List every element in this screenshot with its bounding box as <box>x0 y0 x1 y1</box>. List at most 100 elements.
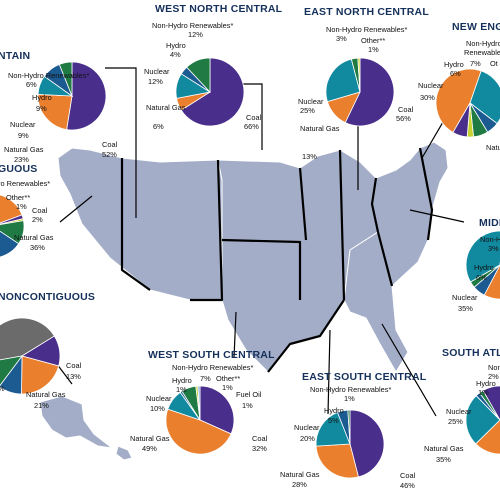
wsc-value-renewables: 7% <box>200 374 211 383</box>
esc-value-renewables: 1% <box>344 394 355 403</box>
title-east-south-central: EAST SOUTH CENTRAL <box>302 371 427 383</box>
hawaii <box>115 445 133 461</box>
sa-label-hydro: Hydro <box>476 379 496 388</box>
sa-value-gas: 35% <box>436 455 451 464</box>
esc-value-nuclear: 20% <box>300 434 315 443</box>
esc-value-hydro: 5% <box>328 416 339 425</box>
pie-slice-west-south-central-6 <box>197 385 201 421</box>
ne-value-hydro: 6% <box>450 69 461 78</box>
esc-value-coal: 46% <box>400 481 415 490</box>
pie-slice-east-south-central-1 <box>315 443 359 479</box>
enc-label-gas: Natural Gas <box>300 124 340 133</box>
wnc-value-gas: 6% <box>153 122 164 131</box>
pc-label-other: Other** <box>6 193 30 202</box>
enc-value-nuclear: 25% <box>300 106 315 115</box>
title-new-england: NEW ENGLA <box>452 21 500 33</box>
enc-label-coal: Coal <box>398 105 414 114</box>
pie-slice-mountain-4 <box>58 61 73 97</box>
esc-label-nuclear: Nuclear <box>294 423 320 432</box>
wsc-label-hydro: Hydro <box>172 376 192 385</box>
pie-slice-west-north-central-4 <box>186 57 211 94</box>
ma-label-hydro: Hydro <box>474 263 494 272</box>
mtn-value-nuclear: 9% <box>18 131 29 140</box>
pie-slice-south-atlantic-0 <box>482 385 500 421</box>
pie-slice-pacific-contiguous-4 <box>0 230 20 258</box>
ne-label-gas: Natur <box>486 143 500 152</box>
pie-slice-south-atlantic-4 <box>478 390 500 421</box>
pie-charts <box>0 57 500 479</box>
enc-label-renewables: Non-Hydro Renewables* <box>326 25 407 34</box>
ma-label-nuclear: Nuclear <box>452 293 478 302</box>
pie-slice-east-north-central-4 <box>357 57 361 93</box>
pc-label-renewables: ro Renewables* <box>0 179 50 188</box>
pie-slice-east-north-central-2 <box>325 58 361 103</box>
wsc-value-hydro: 1% <box>176 385 187 394</box>
enc-label-nuclear: Nuclear <box>298 97 324 106</box>
pie-slice-west-south-central-1 <box>165 408 232 455</box>
pie-slice-middle-atlantic-2 <box>483 264 500 300</box>
pie-slice-pacific-noncontiguous-4 <box>0 355 23 387</box>
wsc-value-other: 1% <box>222 383 233 392</box>
title-mountain: NTAIN <box>0 50 30 62</box>
pn-label-coal: Coal <box>66 361 82 370</box>
pn-label-gas: Natural Gas <box>26 390 66 399</box>
wsc-value-nuclear: 10% <box>150 404 165 413</box>
esc-value-gas: 28% <box>292 480 307 489</box>
pie-slice-middle-atlantic-4 <box>470 264 500 288</box>
pie-slice-new-england-0 <box>435 68 482 133</box>
pie-slice-east-north-central-0 <box>344 57 395 127</box>
ma-label-renewables: Non-H <box>480 235 500 244</box>
leader-lines <box>43 67 465 417</box>
pie-slice-east-south-central-4 <box>347 409 351 445</box>
sa-value-hydro: 1% <box>478 388 489 397</box>
ne-value-nuclear: 30% <box>420 93 435 102</box>
enc-label-other: Other** <box>361 36 385 45</box>
pc-value-coal: 2% <box>32 215 43 224</box>
enc-value-coal: 56% <box>396 114 411 123</box>
sa-value-nuclear: 25% <box>448 417 463 426</box>
pn-label-partial: % <box>0 384 5 393</box>
title-west-south-central: WEST SOUTH CENTRAL <box>148 349 275 361</box>
pie-slice-new-england-5 <box>452 102 471 138</box>
pie-slice-east-south-central-0 <box>349 409 385 478</box>
mtn-label-coal: Coal <box>102 140 118 149</box>
esc-label-hydro: Hydro <box>324 406 344 415</box>
ne-label-renewable: Renewable <box>464 48 500 57</box>
pie-slice-south-atlantic-1 <box>475 419 500 455</box>
mtn-value-hydro: 9% <box>36 104 47 113</box>
title-middle-atlantic: MIDD <box>479 217 500 229</box>
wsc-label-renewables: Non-Hydro Renewables* <box>172 363 253 372</box>
pie-slice-pacific-noncontiguous-2 <box>21 355 60 395</box>
enc-value-other: 1% <box>368 45 379 54</box>
esc-label-gas: Natural Gas <box>280 470 320 479</box>
slice-labels: Non-Hydro Renewables* 12% Hydro 4% Nucle… <box>0 21 500 490</box>
pie-slice-mountain-0 <box>66 61 107 131</box>
pie-slice-west-south-central-0 <box>199 385 235 435</box>
title-east-north-central: EAST NORTH CENTRAL <box>304 6 429 18</box>
wnc-label-nuclear: Nuclear <box>144 67 170 76</box>
enc-value-renewables: 3% <box>336 34 347 43</box>
wnc-value-coal: 66% <box>244 122 259 131</box>
region-borders <box>120 147 434 373</box>
ma-value-renewables: 3% <box>488 244 499 253</box>
wnc-label-coal: Coal <box>246 113 262 122</box>
wsc-label-other: Other** <box>216 374 240 383</box>
title-pacific-noncontiguous: NONCONTIGUOUS <box>0 291 95 303</box>
pie-slice-mountain-1 <box>37 93 73 131</box>
ne-label-other: Ot <box>490 59 498 68</box>
pc-value-other: 1% <box>16 202 27 211</box>
pie-slice-middle-atlantic-0 <box>465 230 500 283</box>
pie-slice-pacific-noncontiguous-0 <box>0 317 55 361</box>
wsc-label-fuel-oil: Fuel Oil <box>236 390 262 399</box>
region-titles: WEST NORTH CENTRAL EAST NORTH CENTRAL NE… <box>0 3 500 383</box>
pc-value-gas: 36% <box>30 243 45 252</box>
title-west-north-central: WEST NORTH CENTRAL <box>155 3 283 15</box>
mtn-label-renewables: Non-Hydro Renewables* <box>8 71 89 80</box>
wsc-label-gas: Natural Gas <box>130 434 170 443</box>
mtn-value-renewables: 6% <box>26 80 37 89</box>
ne-label-nonhydro: Non-Hydro <box>466 39 500 48</box>
wnc-value-renewables: 12% <box>188 30 203 39</box>
wnc-value-hydro: 4% <box>170 50 181 59</box>
us-west <box>57 147 223 301</box>
